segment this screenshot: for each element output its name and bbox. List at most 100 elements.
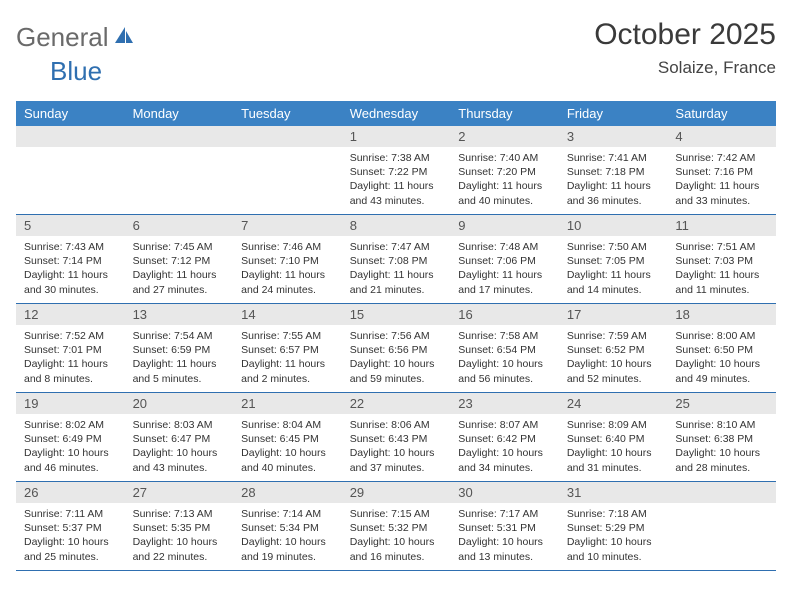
day-details: Sunrise: 7:45 AMSunset: 7:12 PMDaylight:…	[125, 236, 234, 303]
day-number: 2	[450, 126, 559, 147]
day-details: Sunrise: 7:55 AMSunset: 6:57 PMDaylight:…	[233, 325, 342, 392]
day-cell: 12Sunrise: 7:52 AMSunset: 7:01 PMDayligh…	[16, 304, 125, 392]
title-block: October 2025 Solaize, France	[594, 18, 776, 78]
sunset-text: Sunset: 5:29 PM	[567, 521, 660, 535]
sunset-text: Sunset: 6:43 PM	[350, 432, 443, 446]
day-cell: 24Sunrise: 8:09 AMSunset: 6:40 PMDayligh…	[559, 393, 668, 481]
day-cell: 21Sunrise: 8:04 AMSunset: 6:45 PMDayligh…	[233, 393, 342, 481]
day-details: Sunrise: 8:06 AMSunset: 6:43 PMDaylight:…	[342, 414, 451, 481]
sunset-text: Sunset: 7:22 PM	[350, 165, 443, 179]
sunrise-text: Sunrise: 7:56 AM	[350, 329, 443, 343]
sunset-text: Sunset: 7:10 PM	[241, 254, 334, 268]
week-row: 1Sunrise: 7:38 AMSunset: 7:22 PMDaylight…	[16, 126, 776, 215]
daylight-text: Daylight: 10 hours and 28 minutes.	[675, 446, 768, 474]
week-row: 12Sunrise: 7:52 AMSunset: 7:01 PMDayligh…	[16, 304, 776, 393]
day-details: Sunrise: 8:00 AMSunset: 6:50 PMDaylight:…	[667, 325, 776, 392]
day-cell	[16, 126, 125, 214]
sunrise-text: Sunrise: 7:58 AM	[458, 329, 551, 343]
day-cell: 15Sunrise: 7:56 AMSunset: 6:56 PMDayligh…	[342, 304, 451, 392]
day-details: Sunrise: 8:10 AMSunset: 6:38 PMDaylight:…	[667, 414, 776, 481]
day-number: 1	[342, 126, 451, 147]
sunset-text: Sunset: 7:01 PM	[24, 343, 117, 357]
daylight-text: Daylight: 10 hours and 56 minutes.	[458, 357, 551, 385]
day-cell: 2Sunrise: 7:40 AMSunset: 7:20 PMDaylight…	[450, 126, 559, 214]
day-number: 7	[233, 215, 342, 236]
day-number: 25	[667, 393, 776, 414]
day-details: Sunrise: 7:47 AMSunset: 7:08 PMDaylight:…	[342, 236, 451, 303]
sunset-text: Sunset: 5:37 PM	[24, 521, 117, 535]
day-cell: 8Sunrise: 7:47 AMSunset: 7:08 PMDaylight…	[342, 215, 451, 303]
sunset-text: Sunset: 7:18 PM	[567, 165, 660, 179]
day-cell: 18Sunrise: 8:00 AMSunset: 6:50 PMDayligh…	[667, 304, 776, 392]
week-row: 5Sunrise: 7:43 AMSunset: 7:14 PMDaylight…	[16, 215, 776, 304]
daylight-text: Daylight: 10 hours and 43 minutes.	[133, 446, 226, 474]
day-cell: 9Sunrise: 7:48 AMSunset: 7:06 PMDaylight…	[450, 215, 559, 303]
week-row: 26Sunrise: 7:11 AMSunset: 5:37 PMDayligh…	[16, 482, 776, 571]
day-cell: 13Sunrise: 7:54 AMSunset: 6:59 PMDayligh…	[125, 304, 234, 392]
day-number: 8	[342, 215, 451, 236]
day-number: 3	[559, 126, 668, 147]
sunset-text: Sunset: 5:32 PM	[350, 521, 443, 535]
day-cell: 7Sunrise: 7:46 AMSunset: 7:10 PMDaylight…	[233, 215, 342, 303]
day-cell: 20Sunrise: 8:03 AMSunset: 6:47 PMDayligh…	[125, 393, 234, 481]
daylight-text: Daylight: 11 hours and 36 minutes.	[567, 179, 660, 207]
day-number: 24	[559, 393, 668, 414]
day-cell: 16 Sunrise: 7:58 AMSunset: 6:54 PMDayligh…	[450, 304, 559, 392]
day-cell: 25Sunrise: 8:10 AMSunset: 6:38 PMDayligh…	[667, 393, 776, 481]
day-details: Sunrise: 7:40 AMSunset: 7:20 PMDaylight:…	[450, 147, 559, 214]
sunrise-text: Sunrise: 7:51 AM	[675, 240, 768, 254]
day-number: 26	[16, 482, 125, 503]
daylight-text: Daylight: 10 hours and 49 minutes.	[675, 357, 768, 385]
sunrise-text: Sunrise: 8:10 AM	[675, 418, 768, 432]
day-number: 21	[233, 393, 342, 414]
calendar: Sunday Monday Tuesday Wednesday Thursday…	[16, 101, 776, 571]
day-cell: 28Sunrise: 7:14 AMSunset: 5:34 PMDayligh…	[233, 482, 342, 570]
day-details: Sunrise: 8:07 AMSunset: 6:42 PMDaylight:…	[450, 414, 559, 481]
day-number: 18	[667, 304, 776, 325]
brand-logo: General	[16, 18, 137, 53]
day-details: Sunrise: 7:11 AMSunset: 5:37 PMDaylight:…	[16, 503, 125, 570]
day-number: 15	[342, 304, 451, 325]
daylight-text: Daylight: 10 hours and 10 minutes.	[567, 535, 660, 563]
day-cell: 19Sunrise: 8:02 AMSunset: 6:49 PMDayligh…	[16, 393, 125, 481]
daylight-text: Daylight: 10 hours and 25 minutes.	[24, 535, 117, 563]
daylight-text: Daylight: 10 hours and 19 minutes.	[241, 535, 334, 563]
sunset-text: Sunset: 7:05 PM	[567, 254, 660, 268]
day-cell: 3Sunrise: 7:41 AMSunset: 7:18 PMDaylight…	[559, 126, 668, 214]
sunrise-text: Sunrise: 7:50 AM	[567, 240, 660, 254]
day-details: Sunrise: 7:41 AMSunset: 7:18 PMDaylight:…	[559, 147, 668, 214]
sunset-text: Sunset: 6:38 PM	[675, 432, 768, 446]
day-number: 19	[16, 393, 125, 414]
day-cell: 1Sunrise: 7:38 AMSunset: 7:22 PMDaylight…	[342, 126, 451, 214]
day-details	[16, 147, 125, 205]
day-details: Sunrise: 8:04 AMSunset: 6:45 PMDaylight:…	[233, 414, 342, 481]
day-number	[667, 482, 776, 503]
day-details: Sunrise: 7:56 AMSunset: 6:56 PMDaylight:…	[342, 325, 451, 392]
day-cell: 14Sunrise: 7:55 AMSunset: 6:57 PMDayligh…	[233, 304, 342, 392]
month-title: October 2025	[594, 18, 776, 52]
day-cell: 29Sunrise: 7:15 AMSunset: 5:32 PMDayligh…	[342, 482, 451, 570]
daylight-text: Daylight: 10 hours and 37 minutes.	[350, 446, 443, 474]
sunset-text: Sunset: 6:56 PM	[350, 343, 443, 357]
sunset-text: Sunset: 7:20 PM	[458, 165, 551, 179]
day-number: 16	[450, 304, 559, 325]
sunrise-text: Sunrise: 7:48 AM	[458, 240, 551, 254]
sunset-text: Sunset: 5:31 PM	[458, 521, 551, 535]
sunset-text: Sunset: 6:42 PM	[458, 432, 551, 446]
day-number: 5	[16, 215, 125, 236]
sunrise-text: Sunrise: 7:45 AM	[133, 240, 226, 254]
sunset-text: Sunset: 6:52 PM	[567, 343, 660, 357]
sunset-text: Sunset: 6:59 PM	[133, 343, 226, 357]
day-number: 20	[125, 393, 234, 414]
sunrise-text: Sunrise: 7:42 AM	[675, 151, 768, 165]
daylight-text: Daylight: 10 hours and 59 minutes.	[350, 357, 443, 385]
sunrise-text: Sunrise: 8:04 AM	[241, 418, 334, 432]
daylight-text: Daylight: 11 hours and 40 minutes.	[458, 179, 551, 207]
daylight-text: Daylight: 10 hours and 40 minutes.	[241, 446, 334, 474]
sunset-text: Sunset: 6:54 PM	[458, 343, 551, 357]
daylight-text: Daylight: 11 hours and 27 minutes.	[133, 268, 226, 296]
day-cell: 4Sunrise: 7:42 AMSunset: 7:16 PMDaylight…	[667, 126, 776, 214]
weekday-header: Monday	[125, 101, 234, 126]
day-number: 30	[450, 482, 559, 503]
sunrise-text: Sunrise: 7:43 AM	[24, 240, 117, 254]
